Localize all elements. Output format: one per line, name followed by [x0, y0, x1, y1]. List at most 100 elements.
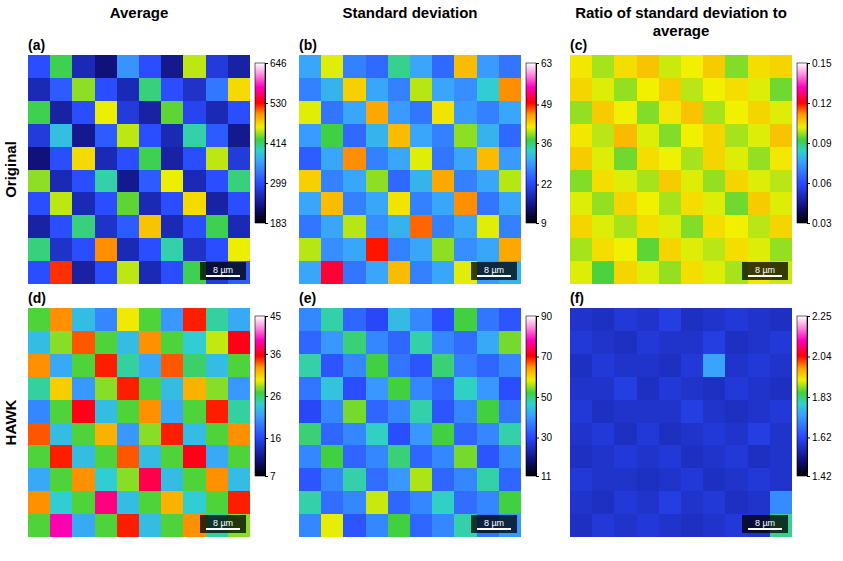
- cell: [299, 147, 322, 171]
- scale-bar-patch: [471, 515, 517, 533]
- colorbar-tick: 7: [265, 471, 276, 482]
- cell: [95, 468, 118, 492]
- cell: [50, 354, 73, 378]
- cell: [703, 491, 726, 515]
- cell: [770, 308, 792, 332]
- cell: [228, 192, 250, 216]
- cell: [659, 124, 682, 148]
- cell: [183, 308, 206, 332]
- cell: [161, 331, 184, 355]
- cell: [725, 308, 748, 332]
- cell: [206, 192, 229, 216]
- colorbar-tick-label: 30: [541, 432, 553, 443]
- cell: [410, 423, 433, 447]
- cell: [206, 354, 229, 378]
- cell: [72, 400, 95, 424]
- cell: [183, 170, 206, 194]
- scale-bar-label: 8 µm: [213, 265, 233, 275]
- cell: [228, 170, 250, 194]
- cell: [432, 147, 455, 171]
- cell: [72, 331, 95, 355]
- colorbar-axis-line: [266, 317, 269, 477]
- cell: [117, 514, 140, 537]
- cell: [432, 491, 455, 515]
- scale-bar-patch: [200, 515, 246, 533]
- cell: [748, 215, 771, 239]
- cells: [28, 308, 250, 537]
- colorbar-tick: 63: [536, 58, 553, 69]
- cell: [28, 147, 51, 171]
- cell: [206, 491, 229, 515]
- cell: [659, 101, 682, 125]
- cell: [703, 261, 726, 284]
- cell: [50, 55, 73, 79]
- colorbar-tick-mark: [807, 143, 810, 144]
- cell: [161, 491, 184, 515]
- scale-bar-line: [206, 275, 240, 277]
- cell: [95, 354, 118, 378]
- cell: [206, 170, 229, 194]
- cell: [366, 55, 389, 79]
- scale-bar-label: 8 µm: [755, 265, 775, 275]
- cell: [770, 445, 792, 469]
- cell: [570, 423, 593, 447]
- cell: [366, 514, 389, 537]
- cell: [50, 170, 73, 194]
- cell: [343, 147, 366, 171]
- colorbar-tick: 16: [265, 433, 282, 444]
- cell: [703, 423, 726, 447]
- cell: [161, 192, 184, 216]
- panel: (c) 8 µm 0.030.060.090.120.15: [570, 37, 832, 285]
- cell: [228, 101, 250, 125]
- cell: [681, 261, 704, 284]
- cell: [72, 514, 95, 537]
- panel-letter: (c): [570, 37, 587, 53]
- cell: [725, 192, 748, 216]
- cell: [659, 377, 682, 401]
- cell: [139, 147, 162, 171]
- cell: [28, 445, 51, 469]
- cell: [659, 468, 682, 492]
- cell: [161, 514, 184, 537]
- cell: [499, 445, 521, 469]
- colorbar-axis: 0.030.060.090.120.15: [807, 58, 832, 229]
- cell: [183, 192, 206, 216]
- colorbar-tick: 183: [265, 218, 287, 229]
- cell: [183, 331, 206, 355]
- cell: [95, 147, 118, 171]
- cell: [206, 377, 229, 401]
- cell: [637, 124, 660, 148]
- cell: [183, 400, 206, 424]
- cell: [183, 55, 206, 79]
- colorbar-tick-label: 530: [270, 98, 287, 109]
- cell: [725, 55, 748, 79]
- cell: [477, 354, 500, 378]
- cell: [410, 468, 433, 492]
- cell: [161, 377, 184, 401]
- colorbar-tick-label: 11: [541, 471, 552, 482]
- cell: [183, 147, 206, 171]
- cells: [299, 308, 521, 537]
- cell: [388, 423, 411, 447]
- cell: [139, 423, 162, 447]
- cell: [454, 491, 477, 515]
- colorbar-tick-label: 646: [270, 58, 287, 69]
- cell: [410, 170, 433, 194]
- cell: [570, 445, 593, 469]
- cell: [299, 238, 322, 262]
- cell: [614, 308, 637, 332]
- colorbar-tick-label: 183: [270, 218, 287, 229]
- cell: [725, 354, 748, 378]
- colorbar-ramp: [526, 316, 536, 476]
- colorbar-tick-mark: [265, 438, 268, 439]
- cell: [592, 124, 615, 148]
- cell: [95, 445, 118, 469]
- cell: [614, 170, 637, 194]
- cell: [614, 377, 637, 401]
- cell: [410, 354, 433, 378]
- cell: [454, 215, 477, 239]
- cell: [28, 514, 51, 537]
- cell: [681, 55, 704, 79]
- cell: [570, 147, 593, 171]
- cell: [748, 468, 771, 492]
